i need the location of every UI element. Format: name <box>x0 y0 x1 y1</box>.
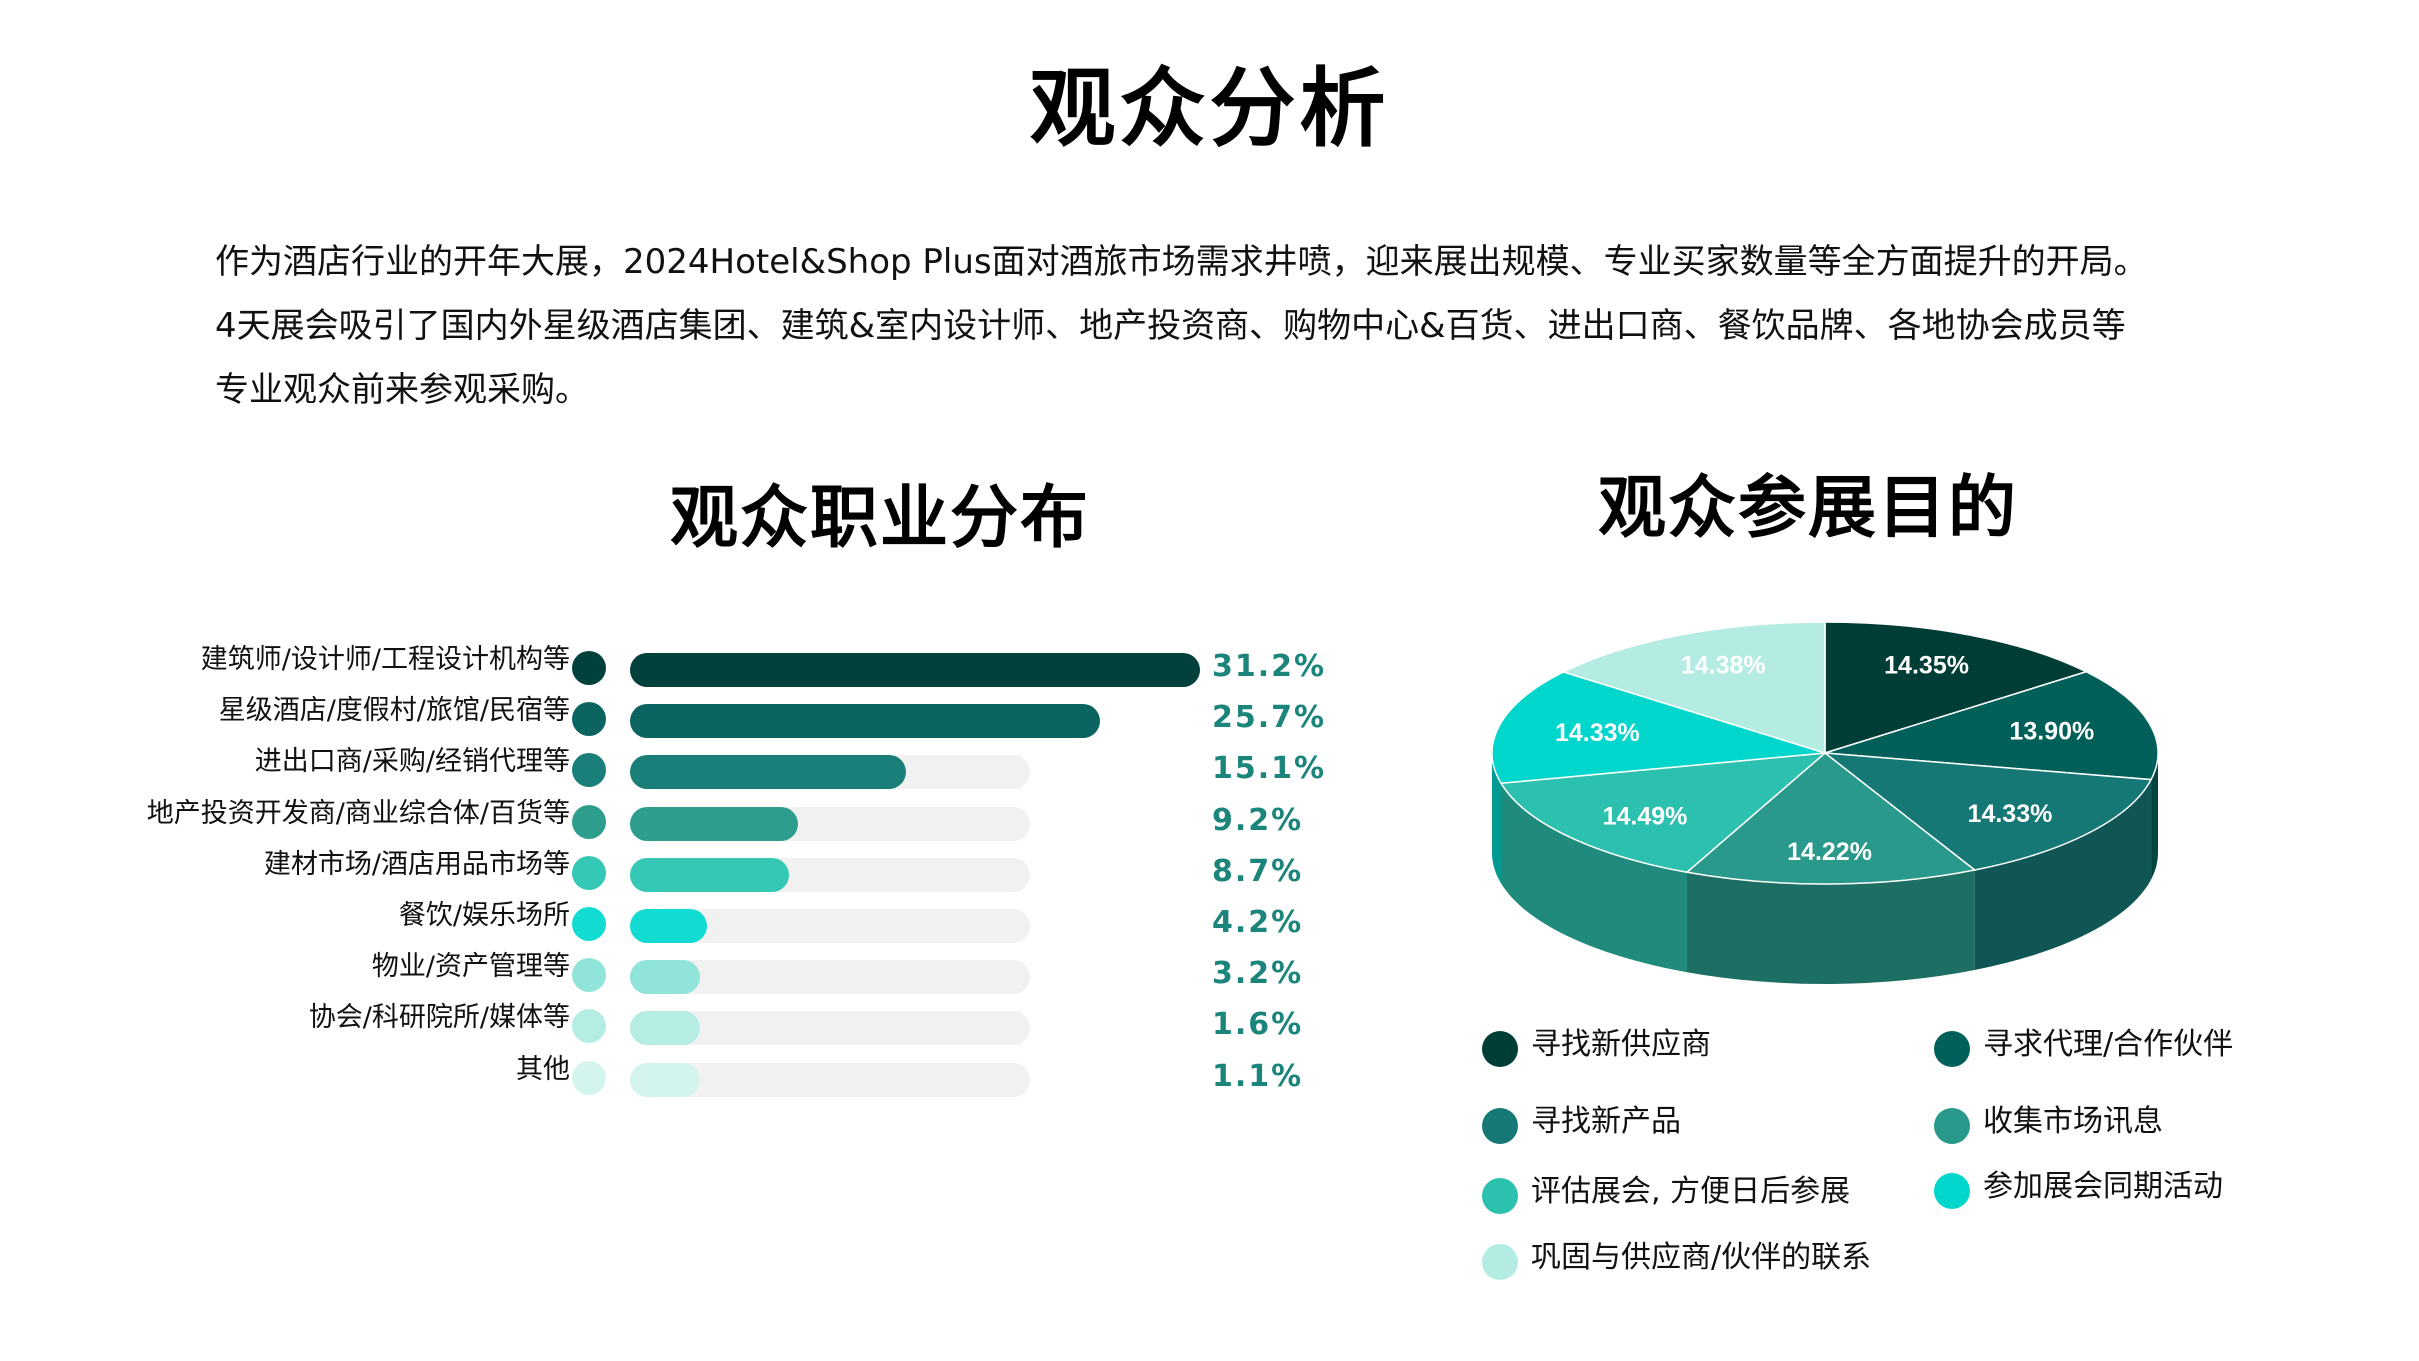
pie-slice <box>1822 752 2153 871</box>
bar-fill <box>630 960 700 995</box>
bar-row: 协会/科研院所/媒体等 1.6% <box>0 998 1400 1049</box>
bar-fill <box>630 1011 700 1046</box>
category-dot-icon <box>572 651 606 685</box>
pie-slice <box>1561 621 1826 755</box>
category-dot-icon <box>572 1009 606 1044</box>
category-dot-icon <box>572 1060 606 1095</box>
legend-dot-icon <box>1482 1244 1518 1280</box>
intro-line: 作为酒店行业的开年大展，2024Hotel&Shop Plus面对酒旅市场需求井… <box>215 242 2148 282</box>
bar-chart-title: 观众职业分布 <box>670 479 1091 558</box>
bar-fill <box>630 653 1200 687</box>
intro-line: 4天展会吸引了国内外星级酒店集团、建筑&室内设计师、地产投资商、购物中心&百货、… <box>215 306 2126 346</box>
category-dot-icon <box>572 958 606 993</box>
pie-slice <box>1491 671 1826 785</box>
pie-slice <box>1824 670 2159 781</box>
bar-value-label: 8.7% <box>1212 853 1304 889</box>
bar-fill <box>630 704 1100 739</box>
legend-label: 收集市场讯息 <box>1983 1104 2163 1139</box>
bar-value-label: 25.7% <box>1212 700 1327 736</box>
legend-dot-icon <box>1934 1031 1970 1067</box>
category-label: 餐饮/娱乐场所 <box>398 900 570 931</box>
legend-dot-icon <box>1934 1173 1970 1209</box>
purpose-pie-chart: 14.35% 13.90% 14.33% 14.22% 14.49% 14.33% 14.3… <box>1491 621 2159 984</box>
bar-row: 物业/资产管理等 3.2% <box>0 947 1400 998</box>
pie-slice-label: 14.38% <box>1681 652 1766 680</box>
pie-side-wall <box>2151 753 2158 880</box>
bar-row: 星级酒店/度假村/旅馆/民宿等 25.7% <box>0 691 1400 742</box>
category-label: 物业/资产管理等 <box>371 951 570 983</box>
bar-value-label: 4.2% <box>1212 905 1304 940</box>
category-dot-icon <box>572 855 606 890</box>
pie-side-wall <box>1501 783 1688 973</box>
bar-row: 其他 1.1% <box>0 1050 1400 1101</box>
bar-fill <box>630 1062 700 1097</box>
bar-fill <box>630 909 707 943</box>
occupation-bar-chart: 建筑师/设计师/工程设计机构等 31.2% 星级酒店/度假村/旅馆/民宿等 25.7%… <box>0 640 1400 1160</box>
bar-row: 餐饮/娱乐场所 4.2% <box>0 896 1400 947</box>
legend-label: 寻找新供应商 <box>1531 1027 1711 1062</box>
pie-slice <box>1499 752 1828 874</box>
category-label: 其他 <box>516 1053 570 1085</box>
legend-label: 参加展会同期活动 <box>1983 1169 2223 1204</box>
legend-label: 寻求代理/合作伙伴 <box>1983 1027 2234 1062</box>
category-label: 协会/科研院所/媒体等 <box>308 1002 570 1034</box>
legend-dot-icon <box>1482 1108 1518 1144</box>
pie-side-wall <box>1492 753 1502 884</box>
page-title: 观众分析 <box>1029 59 1390 159</box>
pie-slice-label: 14.33% <box>1555 719 1640 747</box>
bar-value-label: 3.2% <box>1212 956 1304 992</box>
pie-slice-label: 13.90% <box>2009 717 2094 745</box>
category-label: 进出口商/采购/经销代理等 <box>254 746 570 778</box>
bar-row: 建材市场/酒店用品市场等 8.7% <box>0 845 1400 896</box>
bar-row: 建筑师/设计师/工程设计机构等 31.2% <box>0 640 1400 691</box>
bar-value-label: 1.1% <box>1212 1058 1304 1094</box>
legend-dot-icon <box>1934 1108 1970 1144</box>
pie-slice <box>1824 621 2089 755</box>
legend-label: 评估展会, 方便日后参展 <box>1531 1174 1851 1209</box>
bar-value-label: 1.6% <box>1212 1007 1304 1043</box>
category-label: 地产投资开发商/商业综合体/百货等 <box>146 797 570 829</box>
bar-value-label: 9.2% <box>1212 802 1304 838</box>
pie-slice-label: 14.33% <box>1968 800 2053 828</box>
category-dot-icon <box>572 753 606 788</box>
legend-dot-icon <box>1482 1031 1518 1067</box>
category-label: 建材市场/酒店用品市场等 <box>263 848 570 880</box>
bar-row: 进出口商/采购/经销代理等 15.1% <box>0 742 1400 793</box>
pie-side-wall <box>1687 870 1975 984</box>
category-label: 建筑师/设计师/工程设计机构等 <box>200 644 570 675</box>
bar-row: 地产投资开发商/商业综合体/百货等 9.2% <box>0 794 1400 845</box>
bar-fill <box>630 857 789 892</box>
pie-slice-label: 14.49% <box>1603 802 1688 830</box>
category-dot-icon <box>572 907 606 941</box>
category-dot-icon <box>572 702 606 737</box>
pie-slice <box>1685 752 1977 885</box>
intro-line: 专业观众前来参观采购。 <box>215 370 589 410</box>
pie-slice-label: 14.35% <box>1884 652 1969 680</box>
bar-fill <box>630 755 906 790</box>
pie-side-wall <box>1974 779 2152 971</box>
legend-dot-icon <box>1482 1178 1518 1214</box>
intro-paragraph: 作为酒店行业的开年大展，2024Hotel&Shop Plus面对酒旅市场需求井… <box>215 230 2265 422</box>
bar-value-label: 15.1% <box>1212 751 1327 787</box>
legend-label: 巩固与供应商/伙伴的联系 <box>1531 1240 1872 1275</box>
pie-chart-title: 观众参展目的 <box>1598 469 2019 548</box>
legend-label: 寻找新产品 <box>1531 1104 1681 1139</box>
bar-value-label: 31.2% <box>1212 649 1327 684</box>
category-label: 星级酒店/度假村/旅馆/民宿等 <box>218 695 570 727</box>
category-dot-icon <box>572 804 606 839</box>
bar-fill <box>630 806 799 841</box>
pie-slice-label: 14.22% <box>1787 838 1872 866</box>
